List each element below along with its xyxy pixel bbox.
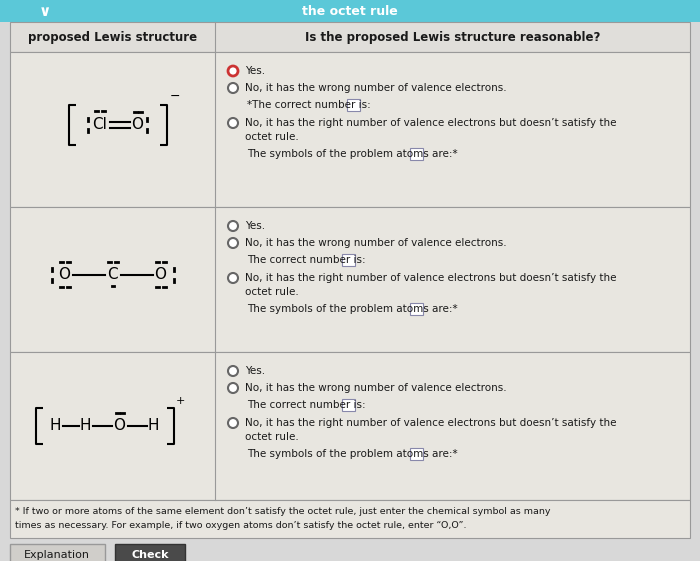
Text: Is the proposed Lewis structure reasonable?: Is the proposed Lewis structure reasonab… [304,30,600,44]
Bar [410,148,423,160]
Text: The symbols of the problem atoms are:*: The symbols of the problem atoms are:* [247,304,458,314]
Text: No, it has the wrong number of valence electrons.: No, it has the wrong number of valence e… [245,238,507,248]
Circle shape [228,221,238,231]
Text: H: H [148,419,160,434]
Bar [10,52,690,207]
Text: No, it has the right number of valence electrons but doesn’t satisfy the: No, it has the right number of valence e… [245,118,617,128]
Text: The symbols of the problem atoms are:*: The symbols of the problem atoms are:* [247,149,458,159]
Text: O: O [113,419,125,434]
Text: No, it has the wrong number of valence electrons.: No, it has the wrong number of valence e… [245,83,507,93]
Text: The correct number is:: The correct number is: [247,400,365,410]
Text: C: C [107,267,118,282]
Circle shape [228,66,238,76]
Text: times as necessary. For example, if two oxygen atoms don’t satisfy the octet rul: times as necessary. For example, if two … [15,521,466,530]
Text: *The correct number is:: *The correct number is: [247,100,371,110]
Text: Yes.: Yes. [245,66,265,76]
Circle shape [228,273,238,283]
Bar [115,544,185,561]
Bar [410,448,423,460]
Circle shape [228,118,238,128]
Text: O: O [59,267,71,282]
Circle shape [228,83,238,93]
Text: No, it has the wrong number of valence electrons.: No, it has the wrong number of valence e… [245,383,507,393]
Text: No, it has the right number of valence electrons but doesn’t satisfy the: No, it has the right number of valence e… [245,418,617,428]
Text: The correct number is:: The correct number is: [247,255,365,265]
Text: octet rule.: octet rule. [245,132,299,142]
Text: O: O [132,117,144,132]
Text: Check: Check [132,550,169,560]
Text: Yes.: Yes. [245,366,265,376]
Text: octet rule.: octet rule. [245,287,299,297]
Text: +: + [176,396,185,406]
Bar [410,303,423,315]
Circle shape [228,238,238,248]
Text: O: O [155,267,167,282]
Text: No, it has the right number of valence electrons but doesn’t satisfy the: No, it has the right number of valence e… [245,273,617,283]
Circle shape [228,383,238,393]
Text: the octet rule: the octet rule [302,4,398,17]
Text: octet rule.: octet rule. [245,432,299,442]
Bar [10,352,690,500]
Circle shape [228,366,238,376]
Circle shape [230,68,236,74]
Bar [0,0,700,22]
Text: proposed Lewis structure: proposed Lewis structure [28,30,197,44]
Text: H: H [80,419,91,434]
Bar [10,500,690,538]
Bar [342,254,356,266]
Bar [10,207,690,352]
Bar [346,99,360,111]
Text: H: H [50,419,62,434]
Text: Yes.: Yes. [245,221,265,231]
Bar [342,399,356,411]
Bar [10,544,105,561]
Text: Cl: Cl [92,117,107,132]
Text: ∨: ∨ [38,3,51,19]
Text: −: − [169,90,180,103]
Text: * If two or more atoms of the same element don’t satisfy the octet rule, just en: * If two or more atoms of the same eleme… [15,507,550,516]
Circle shape [228,418,238,428]
Text: The symbols of the problem atoms are:*: The symbols of the problem atoms are:* [247,449,458,459]
Bar [10,22,690,52]
Text: Explanation: Explanation [24,550,90,560]
